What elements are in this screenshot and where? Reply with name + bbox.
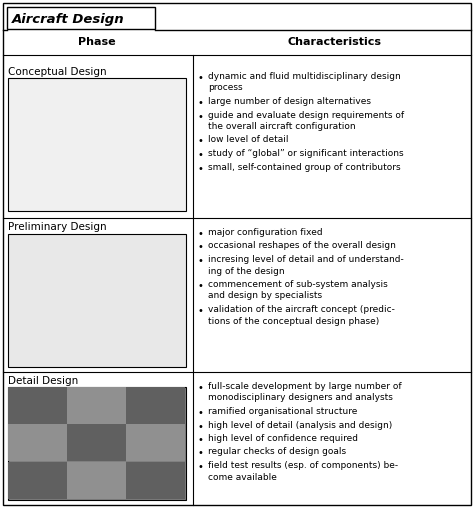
Text: ramified organisational structure: ramified organisational structure xyxy=(208,407,357,416)
Text: •: • xyxy=(198,408,204,418)
Text: validation of the aircraft concept (predic-: validation of the aircraft concept (pred… xyxy=(208,305,395,314)
Text: •: • xyxy=(198,98,204,108)
Text: major configuration fixed: major configuration fixed xyxy=(208,228,323,237)
Text: •: • xyxy=(198,462,204,472)
Text: low level of detail: low level of detail xyxy=(208,136,289,144)
Bar xyxy=(126,424,185,461)
Text: •: • xyxy=(198,73,204,83)
Text: field test results (esp. of components) be-: field test results (esp. of components) … xyxy=(208,461,398,470)
Bar xyxy=(67,424,126,461)
Text: high level of detail (analysis and design): high level of detail (analysis and desig… xyxy=(208,421,392,429)
Text: •: • xyxy=(198,164,204,174)
Text: •: • xyxy=(198,256,204,266)
Text: •: • xyxy=(198,306,204,316)
Text: Phase: Phase xyxy=(78,37,116,47)
Text: •: • xyxy=(198,422,204,431)
Text: Conceptual Design: Conceptual Design xyxy=(8,67,107,77)
Text: •: • xyxy=(198,435,204,445)
Text: •: • xyxy=(198,242,204,252)
Text: •: • xyxy=(198,229,204,239)
Text: Detail Design: Detail Design xyxy=(8,376,78,386)
Text: full-scale development by large number of: full-scale development by large number o… xyxy=(208,382,401,391)
Text: •: • xyxy=(198,137,204,146)
Bar xyxy=(8,78,186,211)
Bar xyxy=(8,424,67,461)
Bar xyxy=(126,387,185,424)
Text: high level of confidence required: high level of confidence required xyxy=(208,434,358,443)
Text: •: • xyxy=(198,281,204,291)
Text: regular checks of design goals: regular checks of design goals xyxy=(208,448,346,457)
Text: Aircraft Design: Aircraft Design xyxy=(12,13,125,25)
Bar xyxy=(126,462,185,499)
Text: Preliminary Design: Preliminary Design xyxy=(8,222,107,232)
Bar xyxy=(8,234,186,367)
Text: guide and evaluate design requirements of: guide and evaluate design requirements o… xyxy=(208,111,404,119)
Text: small, self-contained group of contributors: small, self-contained group of contribut… xyxy=(208,163,401,172)
Text: the overall aircraft configuration: the overall aircraft configuration xyxy=(208,122,356,131)
Text: tions of the conceptual design phase): tions of the conceptual design phase) xyxy=(208,316,379,326)
Text: •: • xyxy=(198,150,204,160)
Text: come available: come available xyxy=(208,472,277,482)
Text: commencement of sub-system analysis: commencement of sub-system analysis xyxy=(208,280,388,289)
Bar xyxy=(8,387,67,424)
Bar xyxy=(67,387,126,424)
Text: •: • xyxy=(198,111,204,121)
Text: ing of the design: ing of the design xyxy=(208,267,284,275)
Text: incresing level of detail and of understand-: incresing level of detail and of underst… xyxy=(208,255,404,264)
Text: process: process xyxy=(208,83,243,92)
Text: •: • xyxy=(198,383,204,393)
Text: •: • xyxy=(198,449,204,459)
Text: study of “global” or significant interactions: study of “global” or significant interac… xyxy=(208,149,404,158)
Text: occasional reshapes of the overall design: occasional reshapes of the overall desig… xyxy=(208,241,396,250)
Bar xyxy=(7,7,155,29)
Bar xyxy=(8,462,67,499)
Text: monodisciplinary designers and analysts: monodisciplinary designers and analysts xyxy=(208,394,393,402)
Bar xyxy=(67,462,126,499)
Bar xyxy=(8,387,186,500)
Text: and design by specialists: and design by specialists xyxy=(208,292,322,301)
Text: Characteristics: Characteristics xyxy=(288,37,382,47)
Text: dynamic and fluid multidisciplinary design: dynamic and fluid multidisciplinary desi… xyxy=(208,72,401,81)
Text: large number of design alternatives: large number of design alternatives xyxy=(208,97,371,106)
